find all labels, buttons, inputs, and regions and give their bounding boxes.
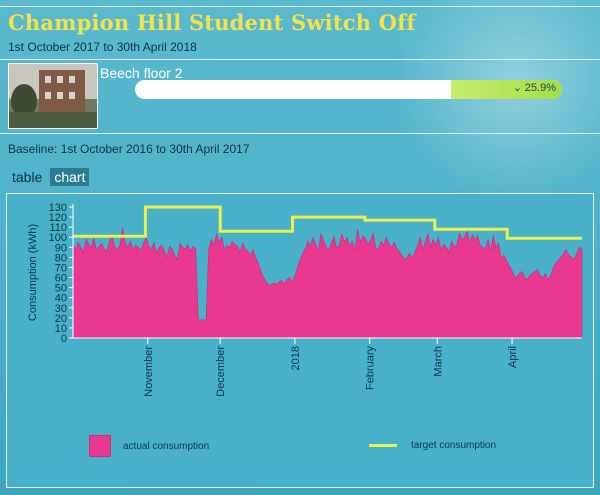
y-tick-label: 90: [55, 242, 67, 254]
x-tick-label: February: [365, 346, 377, 391]
date-range: 1st October 2017 to 30th April 2018: [8, 40, 197, 54]
y-tick-label: 60: [55, 273, 67, 285]
y-tick-label: 20: [55, 313, 67, 325]
tab-table[interactable]: table: [12, 169, 43, 185]
tab-chart[interactable]: chart: [50, 168, 90, 186]
y-tick-label: 10: [55, 323, 67, 335]
building-name[interactable]: Beech floor 2: [100, 65, 183, 81]
actual-consumption-area: [72, 227, 583, 339]
x-tick-label: March: [432, 346, 444, 377]
y-tick-label: 100: [49, 232, 67, 244]
divider: [0, 133, 600, 134]
legend-actual[interactable]: actual consumption: [89, 435, 209, 457]
y-axis-label: Consumption (kWh): [27, 224, 39, 321]
page-title: Champion Hill Student Switch Off: [8, 10, 416, 35]
y-tick-label: 30: [55, 303, 67, 315]
x-tick-label: November: [143, 346, 155, 397]
legend-target[interactable]: target consumption: [369, 440, 496, 451]
y-tick-label: 0: [61, 333, 67, 345]
progress-fill: [451, 80, 562, 99]
y-tick-label: 120: [49, 212, 67, 224]
x-tick-label: 2018: [290, 346, 302, 370]
baseline-text: Baseline: 1st October 2016 to 30th April…: [8, 142, 250, 156]
y-tick-label: 70: [55, 262, 67, 274]
legend-target-label: target consumption: [411, 440, 497, 451]
view-tabs: table chart: [8, 168, 90, 186]
chart-panel: 0 10 20 30 40 50 60 70 80 90 100 110 120 130 Consumpti…: [6, 193, 594, 488]
background-photo: [390, 0, 600, 210]
target-consumption-line: [73, 205, 582, 240]
y-tick-label: 130: [49, 202, 67, 214]
progress-percent: 25.9%: [524, 82, 556, 94]
savings-progress-bar: ⌄ 25.9%: [135, 80, 562, 99]
legend-target-swatch: [369, 444, 397, 447]
chevron-down-icon: ⌄: [512, 82, 522, 94]
y-tick-label: 80: [55, 252, 67, 264]
y-tick-label: 110: [49, 222, 67, 234]
x-tick-label: December: [215, 346, 227, 397]
divider: [0, 59, 600, 60]
legend-actual-label: actual consumption: [123, 440, 210, 452]
legend-actual-swatch: [89, 435, 111, 457]
y-tick-label: 50: [55, 283, 67, 295]
building-thumbnail[interactable]: [8, 63, 98, 129]
top-divider: [0, 6, 600, 7]
y-tick-label: 40: [55, 293, 67, 305]
x-tick-label: April: [507, 346, 519, 368]
